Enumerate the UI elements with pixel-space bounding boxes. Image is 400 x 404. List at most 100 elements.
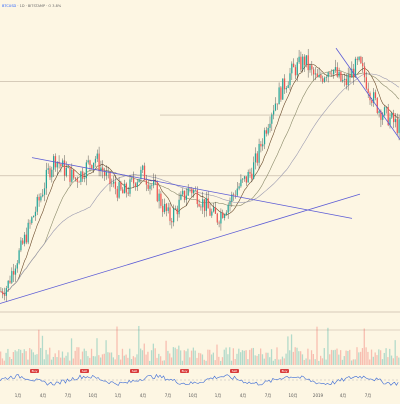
- candle-body: [125, 183, 127, 193]
- volume-bar: [240, 352, 242, 365]
- candle-body: [140, 169, 142, 180]
- candle-body: [163, 203, 166, 213]
- volume-bar: [263, 358, 265, 365]
- volume-bar: [38, 329, 40, 365]
- volume-bar: [200, 353, 202, 365]
- volume-bar: [29, 348, 31, 365]
- volume-bar: [198, 352, 200, 365]
- candle-body: [87, 160, 89, 163]
- volume-bar: [370, 349, 373, 365]
- volume-bar: [161, 360, 164, 365]
- volume-bar: [260, 348, 262, 365]
- volume-bar: [220, 360, 222, 365]
- candle-body: [256, 153, 258, 163]
- volume-bar: [54, 353, 56, 365]
- candle-body: [153, 180, 155, 186]
- candle-body: [398, 119, 400, 133]
- candle-body: [318, 75, 320, 78]
- candle-body: [289, 73, 291, 86]
- volume-bar: [245, 350, 247, 365]
- candle-body: [245, 176, 247, 183]
- candle-body: [280, 87, 282, 100]
- candle-body: [51, 169, 53, 178]
- symbol-label: BTCUSD: [2, 4, 17, 8]
- volume-bar: [103, 353, 105, 365]
- volume-bar: [163, 360, 165, 365]
- candle-body: [60, 164, 62, 167]
- candle-body: [338, 71, 340, 77]
- candle-body: [156, 181, 158, 202]
- volume-bar: [69, 360, 71, 365]
- volume-bar: [300, 351, 302, 365]
- candle-body: [223, 214, 226, 218]
- candle-body: [69, 166, 71, 182]
- volume-bar: [243, 350, 245, 365]
- candle-body: [36, 196, 38, 212]
- volume-bar: [138, 325, 140, 365]
- volume-bar: [140, 348, 142, 365]
- candle-body: [320, 75, 322, 79]
- volume-bar: [261, 354, 264, 365]
- volume-bar: [223, 349, 225, 365]
- candle-body: [365, 77, 367, 89]
- volume-bar: [216, 344, 218, 365]
- volume-bar: [330, 349, 333, 365]
- candle-body: [236, 188, 238, 196]
- x-tick-label: 4月: [140, 393, 147, 398]
- candle-body: [67, 166, 69, 169]
- candle-body: [307, 55, 309, 71]
- volume-bar: [241, 350, 244, 365]
- volume-bar: [172, 347, 174, 365]
- volume-bar: [376, 355, 378, 365]
- candle-body: [336, 67, 338, 77]
- volume-bar: [149, 360, 151, 365]
- volume-bar: [0, 351, 2, 365]
- volume-bar: [365, 347, 367, 365]
- volume-bar: [25, 351, 27, 365]
- candle-body: [385, 107, 387, 108]
- volume-bar: [280, 359, 282, 365]
- volume-bar: [294, 347, 296, 365]
- candle-body: [323, 77, 326, 82]
- candle-body: [131, 178, 133, 180]
- candle-body: [391, 112, 393, 118]
- volume-bar: [398, 357, 400, 365]
- candle-body: [182, 190, 184, 195]
- candle-body: [134, 183, 137, 188]
- volume-bar: [318, 360, 320, 365]
- candle-body: [220, 212, 222, 224]
- volume-bar: [289, 350, 291, 365]
- candle-body: [25, 234, 27, 243]
- volume-bar: [127, 357, 129, 365]
- volume-bar: [323, 348, 325, 365]
- candle-body: [105, 172, 107, 176]
- volume-bar: [14, 350, 16, 365]
- candle-body: [13, 271, 15, 275]
- candle-body: [142, 165, 144, 170]
- volume-bar: [314, 359, 316, 365]
- volume-bar: [207, 349, 209, 365]
- candle-body: [111, 183, 113, 185]
- candle-body: [298, 56, 300, 63]
- candle-body: [180, 194, 182, 200]
- candle-body: [333, 69, 335, 75]
- signal-badge-label: Buy: [182, 369, 188, 373]
- volume-bar: [143, 343, 145, 365]
- x-tick-label: 7月: [165, 393, 172, 398]
- candle-body: [33, 215, 35, 218]
- volume-bar: [205, 360, 207, 365]
- candle-body: [291, 63, 293, 74]
- candle-body: [251, 173, 253, 179]
- volume-bar: [1, 358, 4, 365]
- volume-bar: [347, 350, 349, 365]
- candle-body: [278, 87, 280, 105]
- volume-bar: [154, 348, 156, 365]
- volume-bar: [60, 357, 62, 365]
- x-tick-label: 1月: [15, 393, 22, 398]
- symbol-legend: BTCUSD · 1D · BITSTAMP · O 3.8%: [2, 4, 61, 8]
- volume-bar: [278, 359, 280, 365]
- candle-body: [273, 110, 275, 115]
- volume-bar: [232, 348, 234, 365]
